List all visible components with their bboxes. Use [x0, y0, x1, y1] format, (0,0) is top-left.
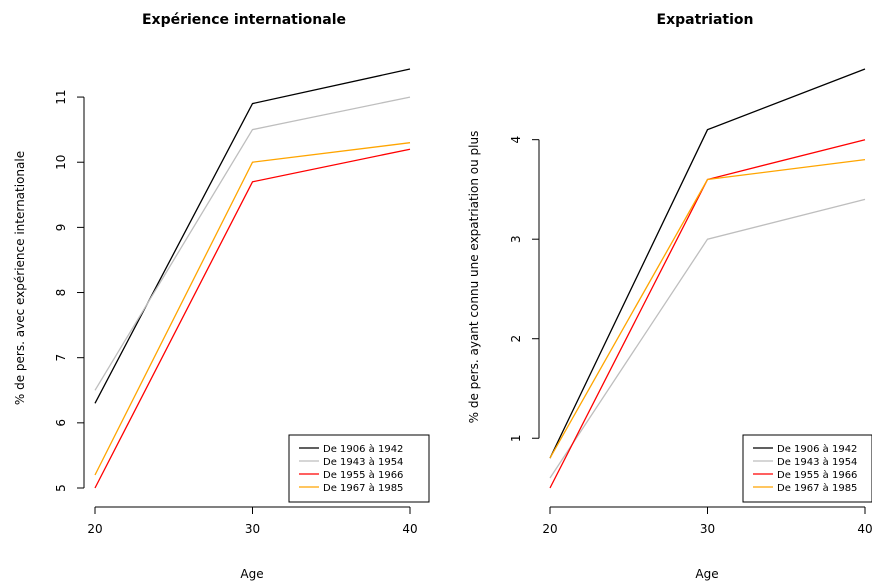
y-tick-label: 1 [509, 434, 523, 442]
legend-box [288, 434, 430, 503]
x-axis-label: Age [695, 567, 718, 581]
series-line-2 [549, 198, 866, 479]
legend-label: De 1906 à 1942 [323, 443, 403, 455]
y-tick-label: 6 [54, 419, 68, 427]
x-tick-label: 20 [542, 522, 557, 536]
legend-label: De 1955 à 1966 [323, 469, 403, 481]
legend-box [742, 434, 872, 503]
legend-label: De 1955 à 1966 [777, 469, 857, 481]
y-axis-label: % de pers. ayant connu une expatriation … [467, 131, 481, 424]
legend-label: De 1967 à 1985 [323, 482, 403, 494]
chart-panel-1: Expérience internationale 20 30 40 5 6 7 8 9 10 11… [13, 12, 430, 581]
y-tick-label: 9 [54, 224, 68, 232]
series-line-4 [94, 142, 411, 476]
y-tick-label: 4 [509, 136, 523, 144]
x-tick-label: 30 [700, 522, 715, 536]
y-tick-label: 2 [509, 335, 523, 343]
legend-label: De 1943 à 1954 [777, 456, 857, 468]
y-tick-label: 11 [54, 89, 68, 104]
x-tick-label: 30 [245, 522, 260, 536]
series-line-1 [94, 68, 411, 404]
series-line-2 [94, 96, 411, 391]
chart-panel-2: Expatriation 20 30 40 1 2 3 4 Age % de pers. ayan… [467, 12, 872, 581]
chart-title: Expérience internationale [142, 12, 346, 28]
y-axis-label: % de pers. avec expérience international… [13, 151, 27, 405]
y-tick-label: 3 [509, 235, 523, 243]
series-line-4 [549, 158, 866, 459]
series-line-3 [94, 148, 411, 489]
x-axis-label: Age [240, 567, 263, 581]
y-tick-label: 8 [54, 289, 68, 297]
x-tick-label: 40 [402, 522, 417, 536]
y-tick-label: 5 [54, 484, 68, 492]
x-tick-label: 20 [87, 522, 102, 536]
y-tick-label: 10 [54, 155, 68, 170]
y-tick-label: 7 [54, 354, 68, 362]
x-tick-label: 40 [857, 522, 872, 536]
legend-label: De 1906 à 1942 [777, 443, 857, 455]
legend-label: De 1943 à 1954 [323, 456, 403, 468]
chart-title: Expatriation [657, 12, 754, 28]
series-line-1 [549, 68, 866, 459]
legend-label: De 1967 à 1985 [777, 482, 857, 494]
